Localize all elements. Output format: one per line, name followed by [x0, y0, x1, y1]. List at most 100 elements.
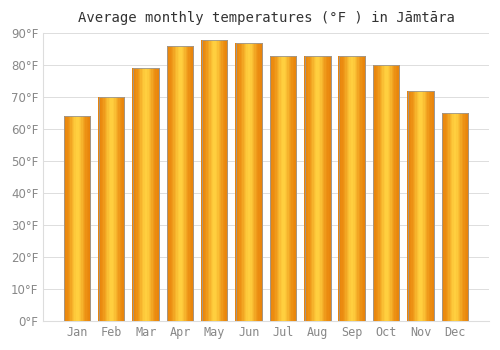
- Bar: [397, 65, 398, 321]
- Bar: [314, 56, 315, 321]
- Bar: [286, 56, 288, 321]
- Bar: [307, 56, 308, 321]
- Bar: [74, 116, 76, 321]
- Bar: [69, 116, 70, 321]
- Bar: [124, 97, 125, 321]
- Bar: [192, 46, 194, 321]
- Bar: [182, 46, 183, 321]
- Bar: [424, 91, 425, 321]
- Bar: [76, 116, 77, 321]
- Bar: [261, 43, 262, 321]
- Bar: [140, 68, 142, 321]
- Bar: [148, 68, 150, 321]
- Bar: [184, 46, 186, 321]
- Bar: [451, 113, 452, 321]
- Bar: [346, 56, 348, 321]
- Bar: [362, 56, 363, 321]
- Bar: [382, 65, 384, 321]
- Bar: [385, 65, 386, 321]
- Bar: [276, 56, 278, 321]
- Bar: [248, 43, 249, 321]
- Bar: [191, 46, 192, 321]
- Bar: [80, 116, 81, 321]
- Bar: [134, 68, 135, 321]
- Bar: [249, 43, 250, 321]
- Bar: [73, 116, 74, 321]
- Bar: [384, 65, 385, 321]
- Bar: [202, 40, 203, 321]
- Bar: [450, 113, 451, 321]
- Bar: [238, 43, 240, 321]
- Bar: [390, 65, 392, 321]
- Bar: [270, 56, 296, 321]
- Bar: [139, 68, 140, 321]
- Bar: [213, 40, 214, 321]
- Bar: [398, 65, 400, 321]
- Bar: [312, 56, 314, 321]
- Bar: [236, 43, 262, 321]
- Bar: [342, 56, 344, 321]
- Bar: [381, 65, 382, 321]
- Bar: [428, 91, 429, 321]
- Bar: [236, 43, 238, 321]
- Bar: [411, 91, 412, 321]
- Bar: [459, 113, 460, 321]
- Bar: [348, 56, 350, 321]
- Bar: [380, 65, 381, 321]
- Bar: [108, 97, 109, 321]
- Bar: [98, 97, 124, 321]
- Bar: [364, 56, 366, 321]
- Bar: [272, 56, 274, 321]
- Bar: [78, 116, 80, 321]
- Bar: [408, 91, 434, 321]
- Bar: [393, 65, 394, 321]
- Bar: [316, 56, 318, 321]
- Bar: [77, 116, 78, 321]
- Bar: [98, 97, 100, 321]
- Bar: [442, 113, 468, 321]
- Bar: [319, 56, 320, 321]
- Bar: [70, 116, 72, 321]
- Bar: [444, 113, 446, 321]
- Bar: [293, 56, 294, 321]
- Bar: [106, 97, 108, 321]
- Bar: [318, 56, 319, 321]
- Bar: [222, 40, 224, 321]
- Bar: [340, 56, 341, 321]
- Bar: [326, 56, 327, 321]
- Bar: [246, 43, 248, 321]
- Bar: [358, 56, 359, 321]
- Bar: [102, 97, 104, 321]
- Bar: [377, 65, 378, 321]
- Bar: [290, 56, 292, 321]
- Bar: [374, 65, 376, 321]
- Bar: [86, 116, 88, 321]
- Bar: [110, 97, 112, 321]
- Bar: [458, 113, 459, 321]
- Bar: [133, 68, 159, 321]
- Bar: [172, 46, 174, 321]
- Bar: [363, 56, 364, 321]
- Bar: [260, 43, 261, 321]
- Bar: [240, 43, 241, 321]
- Title: Average monthly temperatures (°F ) in Jāmtāra: Average monthly temperatures (°F ) in Jā…: [78, 11, 454, 25]
- Bar: [179, 46, 180, 321]
- Bar: [305, 56, 330, 321]
- Bar: [65, 116, 66, 321]
- Bar: [394, 65, 396, 321]
- Bar: [241, 43, 242, 321]
- Bar: [378, 65, 380, 321]
- Bar: [296, 56, 297, 321]
- Bar: [220, 40, 222, 321]
- Bar: [209, 40, 210, 321]
- Bar: [430, 91, 432, 321]
- Bar: [187, 46, 188, 321]
- Bar: [136, 68, 138, 321]
- Bar: [339, 56, 365, 321]
- Bar: [147, 68, 148, 321]
- Bar: [410, 91, 411, 321]
- Bar: [250, 43, 252, 321]
- Bar: [311, 56, 312, 321]
- Bar: [429, 91, 430, 321]
- Bar: [175, 46, 176, 321]
